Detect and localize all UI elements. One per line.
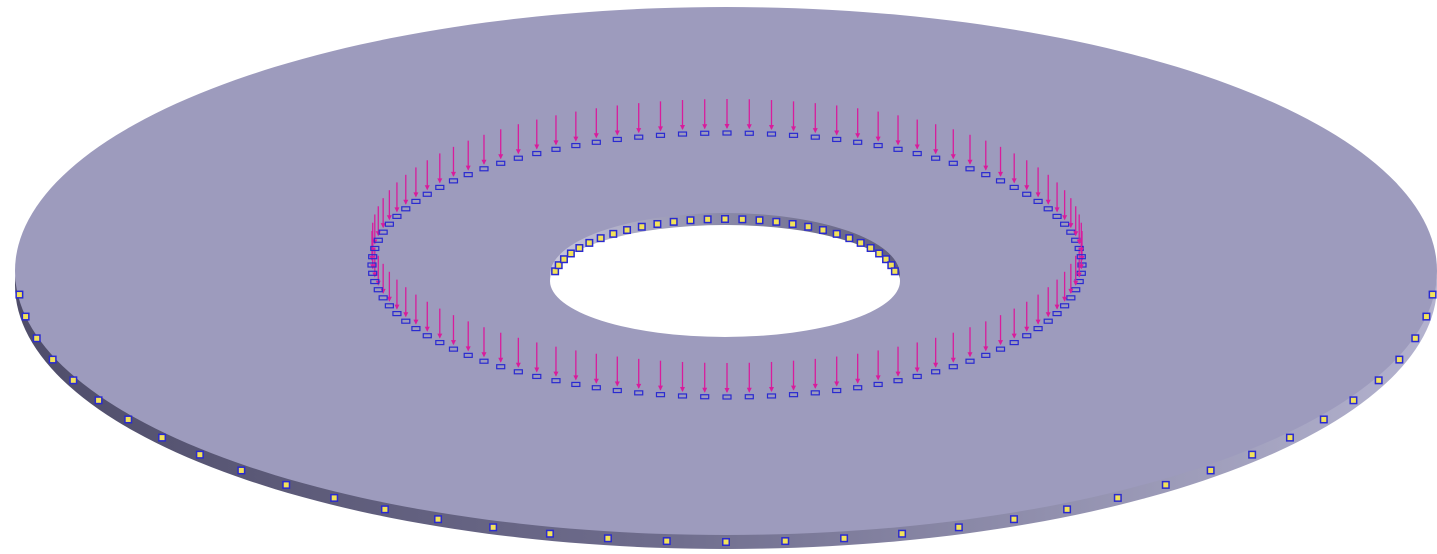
support-marker-core: [1115, 495, 1120, 500]
support-marker-core: [1413, 336, 1418, 341]
support-marker-core: [1287, 435, 1292, 440]
support-marker-core: [806, 224, 811, 229]
support-marker-core: [834, 231, 839, 236]
support-marker-core: [783, 539, 788, 544]
model-viewport: [0, 0, 1437, 554]
support-marker-core: [587, 240, 592, 245]
support-marker-core: [239, 468, 244, 473]
support-marker-core: [1397, 357, 1402, 362]
support-marker-core: [1208, 468, 1213, 473]
support-marker-core: [740, 217, 745, 222]
support-marker-core: [436, 517, 441, 522]
support-marker-core: [847, 236, 852, 241]
support-marker-core: [1065, 507, 1070, 512]
support-marker-core: [774, 219, 779, 224]
support-marker-core: [877, 251, 882, 256]
support-marker-core: [382, 507, 387, 512]
support-marker-core: [284, 482, 289, 487]
support-marker-core: [598, 236, 603, 241]
support-marker-core: [1430, 292, 1435, 297]
support-marker-core: [96, 398, 101, 403]
support-marker-core: [1321, 417, 1326, 422]
support-marker-core: [858, 240, 863, 245]
support-marker-core: [1163, 482, 1168, 487]
support-marker-core: [160, 435, 165, 440]
support-marker-core: [671, 219, 676, 224]
support-marker-core: [868, 246, 873, 251]
support-marker-core: [50, 357, 55, 362]
support-marker-core: [664, 539, 669, 544]
support-marker-core: [491, 525, 496, 530]
support-marker-core: [197, 452, 202, 457]
support-marker-core: [556, 263, 561, 268]
support-marker-core: [126, 417, 131, 422]
support-marker-core: [605, 536, 610, 541]
support-marker-core: [34, 336, 39, 341]
support-marker-core: [611, 231, 616, 236]
support-marker-core: [561, 257, 566, 262]
support-marker-core: [723, 217, 728, 222]
support-marker-core: [892, 269, 897, 274]
support-marker-core: [547, 531, 552, 536]
support-marker-core: [639, 224, 644, 229]
support-marker-core: [705, 217, 710, 222]
support-marker-core: [724, 540, 729, 545]
support-marker-core: [23, 314, 28, 319]
support-marker-core: [568, 251, 573, 256]
support-marker-core: [625, 228, 630, 233]
support-marker-core: [889, 263, 894, 268]
support-marker-core: [577, 246, 582, 251]
support-marker-core: [1351, 398, 1356, 403]
support-marker-core: [1250, 452, 1255, 457]
support-marker-core: [1376, 378, 1381, 383]
support-marker-core: [757, 218, 762, 223]
page: (() => { const data = JSON.parse(documen…: [0, 0, 1437, 554]
support-marker-core: [900, 531, 905, 536]
support-marker-core: [842, 536, 847, 541]
support-marker-core: [688, 218, 693, 223]
support-marker-core: [884, 257, 889, 262]
support-marker-core: [790, 221, 795, 226]
support-marker-core: [956, 525, 961, 530]
support-marker-core: [655, 221, 660, 226]
support-marker-core: [332, 495, 337, 500]
support-marker-core: [553, 269, 558, 274]
support-marker-core: [17, 292, 22, 297]
support-marker-core: [1424, 314, 1429, 319]
support-marker-core: [820, 228, 825, 233]
support-marker-core: [71, 378, 76, 383]
support-marker-core: [1011, 517, 1016, 522]
